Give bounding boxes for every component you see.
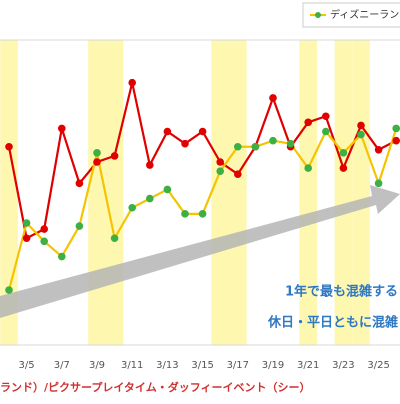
point <box>392 124 400 133</box>
point <box>75 179 84 188</box>
point <box>251 142 260 151</box>
weekend-band <box>105 40 124 345</box>
point <box>110 234 119 243</box>
x-tick-label: 3/21 <box>297 360 319 371</box>
point <box>58 252 66 261</box>
point <box>22 219 31 227</box>
point <box>163 127 172 136</box>
point <box>58 124 66 133</box>
weekend-band <box>229 40 247 345</box>
point <box>392 136 400 145</box>
x-tick-label: 3/15 <box>191 360 213 371</box>
point <box>304 164 313 172</box>
point <box>75 222 84 230</box>
point <box>110 152 119 160</box>
point <box>374 146 383 154</box>
trend-arrow <box>0 185 400 318</box>
point <box>5 142 13 151</box>
weekend-band <box>299 40 317 345</box>
x-tick-label: 3/7 <box>54 360 70 371</box>
point <box>146 161 154 169</box>
point <box>40 237 48 246</box>
weekend-band <box>334 40 353 345</box>
point <box>357 130 365 139</box>
point <box>181 139 189 148</box>
weekend-band <box>352 40 370 345</box>
point <box>286 139 295 148</box>
point <box>128 203 136 212</box>
annotation: 1年で最も混雑する <box>285 284 398 300</box>
footer-text: ランド）/ピクサープレイタイム・ダッフィーイベント（シー） <box>0 380 310 394</box>
weekend-band <box>211 40 229 345</box>
legend-label: ディズニーランド <box>330 8 400 21</box>
point <box>269 136 277 145</box>
legend-marker <box>315 12 321 18</box>
point <box>181 210 189 218</box>
point <box>322 127 330 136</box>
point <box>269 94 277 102</box>
x-tick-label: 3/5 <box>19 360 35 371</box>
x-tick-label: 3/19 <box>262 360 284 371</box>
point <box>234 142 242 151</box>
point <box>5 286 13 294</box>
point <box>22 234 31 243</box>
point <box>40 225 48 233</box>
point <box>198 210 207 218</box>
point <box>93 149 101 157</box>
point <box>357 121 365 130</box>
weekend-band <box>88 40 106 345</box>
x-tick-label: 3/17 <box>227 360 249 371</box>
x-tick-label: 3/25 <box>367 360 389 371</box>
point <box>304 118 313 127</box>
point <box>374 179 383 188</box>
point <box>216 158 224 166</box>
x-tick-label: 3/11 <box>121 360 143 371</box>
x-tick-label: 3/23 <box>332 360 354 371</box>
point <box>128 78 136 87</box>
point <box>163 185 172 194</box>
point <box>322 112 330 121</box>
weekend-band <box>0 40 18 345</box>
point <box>93 158 101 166</box>
point <box>146 194 154 203</box>
point <box>339 164 348 172</box>
point <box>198 127 207 136</box>
point <box>234 170 242 178</box>
x-tick-label: 3/13 <box>156 360 178 371</box>
point <box>339 149 348 157</box>
x-tick-label: 3/9 <box>89 360 105 371</box>
point <box>216 167 224 175</box>
annotation: 休日・平日ともに混雑 <box>267 315 398 331</box>
